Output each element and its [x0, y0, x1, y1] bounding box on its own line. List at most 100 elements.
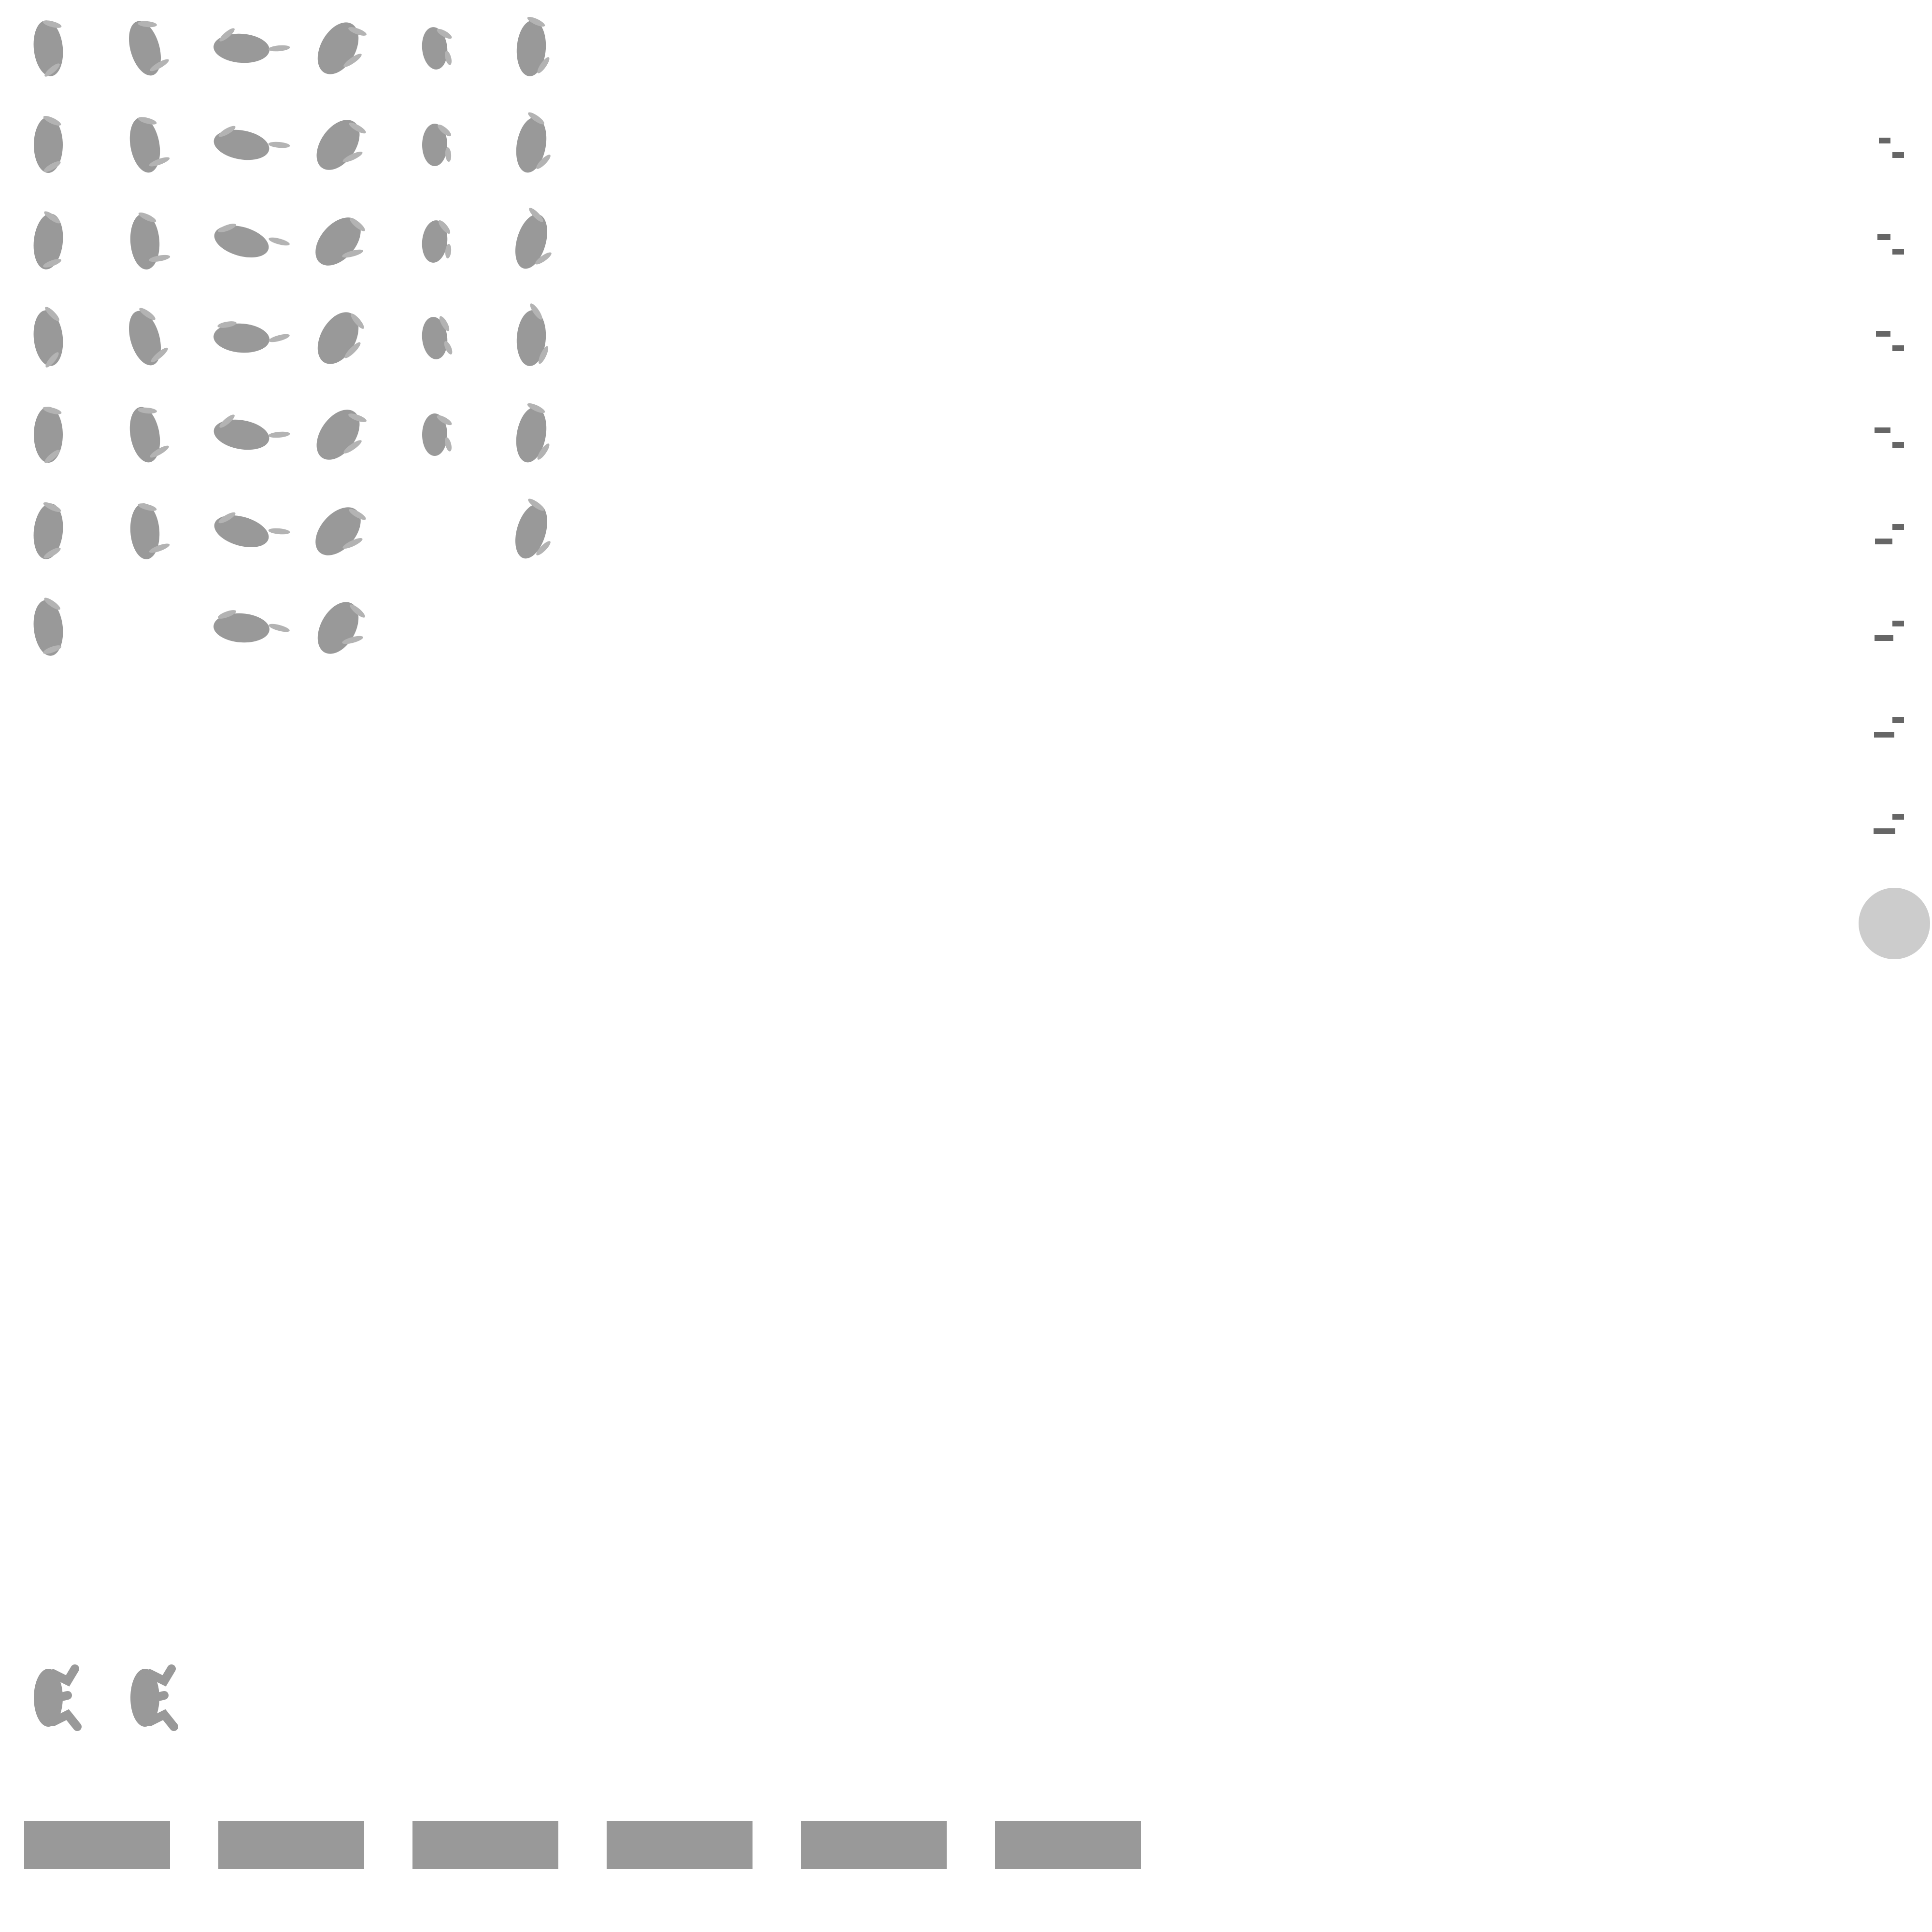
creature-body	[516, 407, 547, 463]
creature-limb	[350, 218, 365, 231]
small-flap-frame-3	[422, 220, 452, 263]
dash-marker-icon	[1874, 331, 1913, 355]
creature-limb	[268, 142, 290, 148]
creature-limb	[342, 249, 363, 258]
tilted-stride-frame-5	[316, 410, 367, 460]
creature-limb	[138, 407, 157, 414]
walk-b-frame-6	[130, 503, 170, 559]
creature-body	[422, 124, 447, 166]
platform-bar-3	[412, 1821, 558, 1869]
small-flap-frame-2	[422, 124, 452, 166]
tall-stride-frame-6	[515, 498, 551, 559]
creature-limb	[528, 112, 544, 125]
creature-limb	[269, 624, 290, 632]
creature-body	[516, 310, 546, 366]
creature-limb	[218, 126, 236, 137]
creature-body	[422, 27, 448, 70]
creature-body	[422, 317, 448, 359]
creature-limb	[529, 208, 543, 222]
creature-body	[129, 311, 161, 366]
creature-limb	[138, 503, 157, 511]
sideways-lean-frame-3	[214, 224, 290, 257]
creature-limb	[535, 252, 552, 265]
creature-limb	[151, 347, 168, 363]
platform-bar-5	[801, 1821, 947, 1869]
creature-body	[316, 120, 360, 170]
creature-limb	[44, 597, 60, 610]
creature-limb	[43, 407, 62, 414]
tilted-stride-frame-4	[317, 312, 364, 364]
sideways-lean-frame-1	[213, 28, 290, 63]
creature-limb	[350, 604, 365, 618]
creature-limb	[445, 147, 452, 162]
platform-bar-1	[24, 1821, 170, 1869]
sideways-lean-frame-7	[213, 610, 290, 643]
creature-limb	[218, 610, 236, 619]
creature-limb	[528, 498, 544, 511]
creature-limb	[438, 124, 451, 137]
creature-body	[213, 129, 270, 160]
creature-limb	[342, 636, 363, 644]
creature-limb	[44, 63, 60, 77]
creature-limb	[43, 645, 61, 654]
creature-body	[422, 413, 447, 456]
creature-limb	[536, 541, 551, 555]
creature-limb	[44, 450, 60, 463]
walk-a-frame-7	[33, 597, 63, 656]
creature-limb	[349, 509, 366, 520]
creature-body	[213, 323, 270, 353]
creature-limb	[348, 27, 367, 36]
walk-a-frame-5	[34, 407, 63, 463]
tilted-stride-frame-6	[315, 507, 366, 555]
sideways-lean-frame-2	[213, 126, 290, 160]
creature-body	[317, 22, 359, 74]
walk-b-frame-1	[129, 21, 169, 76]
creature-body	[515, 214, 547, 269]
creature-limb	[218, 512, 236, 524]
tall-stride-frame-2	[516, 112, 551, 173]
creature-limb	[219, 414, 235, 428]
walk-b-frame-2	[129, 117, 170, 173]
dash-marker-icon	[1874, 621, 1913, 645]
creature-body	[33, 213, 63, 270]
creature-limb	[527, 16, 545, 27]
creature-body	[34, 407, 63, 463]
creature-limb	[139, 308, 156, 320]
dash-marker-icon	[1874, 138, 1913, 162]
creature-limb	[150, 59, 169, 71]
creature-limb	[45, 352, 59, 368]
creature-limb	[437, 28, 452, 39]
creature-limb	[537, 443, 550, 460]
walk-a-frame-6	[33, 502, 63, 559]
creature-limb	[43, 161, 61, 172]
creature-limb	[149, 157, 170, 167]
tilted-stride-frame-2	[316, 120, 366, 170]
creature-limb	[217, 321, 237, 328]
dash-marker-icon	[1874, 427, 1913, 452]
creature-body	[214, 515, 269, 547]
creature-limb	[268, 431, 290, 438]
creature-body	[213, 419, 270, 450]
creature-limb	[45, 307, 59, 321]
creature-limb	[269, 237, 290, 246]
creature-body	[33, 600, 63, 656]
platform-bar-4	[607, 1821, 753, 1869]
creature-limb	[218, 224, 236, 232]
creature-body	[129, 407, 160, 463]
creature-limb	[43, 502, 61, 512]
creature-limb	[343, 440, 362, 454]
creature-limb	[445, 437, 452, 452]
creature-limb	[351, 313, 364, 329]
creature-body	[33, 503, 63, 559]
creature-body	[129, 21, 161, 76]
creature-body	[130, 213, 160, 270]
creature-limb	[149, 543, 170, 553]
creature-limb	[138, 212, 156, 223]
small-flap-frame-5	[422, 413, 452, 456]
creature-body	[316, 410, 360, 460]
small-flap-frame-4	[422, 316, 453, 359]
creature-limb	[343, 54, 362, 67]
walk-b-frame-5	[129, 407, 169, 463]
creature-limb	[527, 403, 545, 413]
walk-a-frame-2	[34, 115, 63, 173]
